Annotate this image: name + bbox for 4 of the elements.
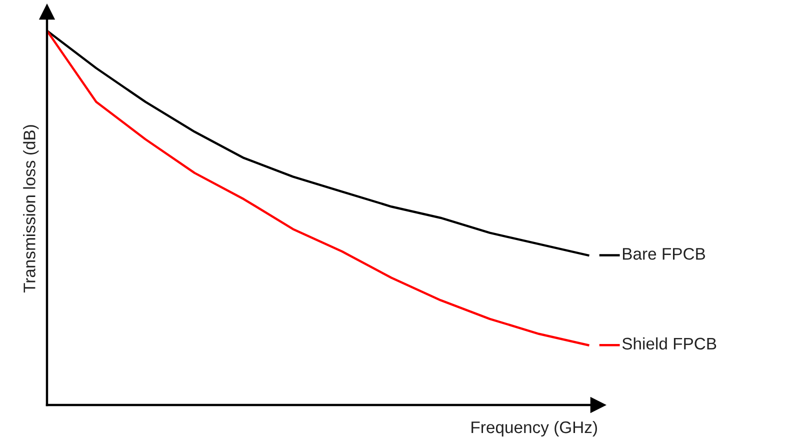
y-axis-title: Transmission loss (dB) bbox=[23, 125, 39, 293]
legend-label: Bare FPCB bbox=[622, 248, 706, 260]
x-axis-title: Frequency (GHz) bbox=[472, 420, 597, 437]
legend-label: Shield FPCB bbox=[622, 337, 716, 350]
